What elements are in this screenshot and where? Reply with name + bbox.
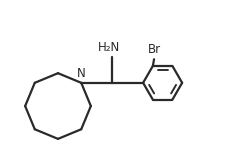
Text: Br: Br — [147, 43, 161, 56]
Text: N: N — [77, 67, 86, 80]
Text: H₂N: H₂N — [98, 41, 120, 54]
